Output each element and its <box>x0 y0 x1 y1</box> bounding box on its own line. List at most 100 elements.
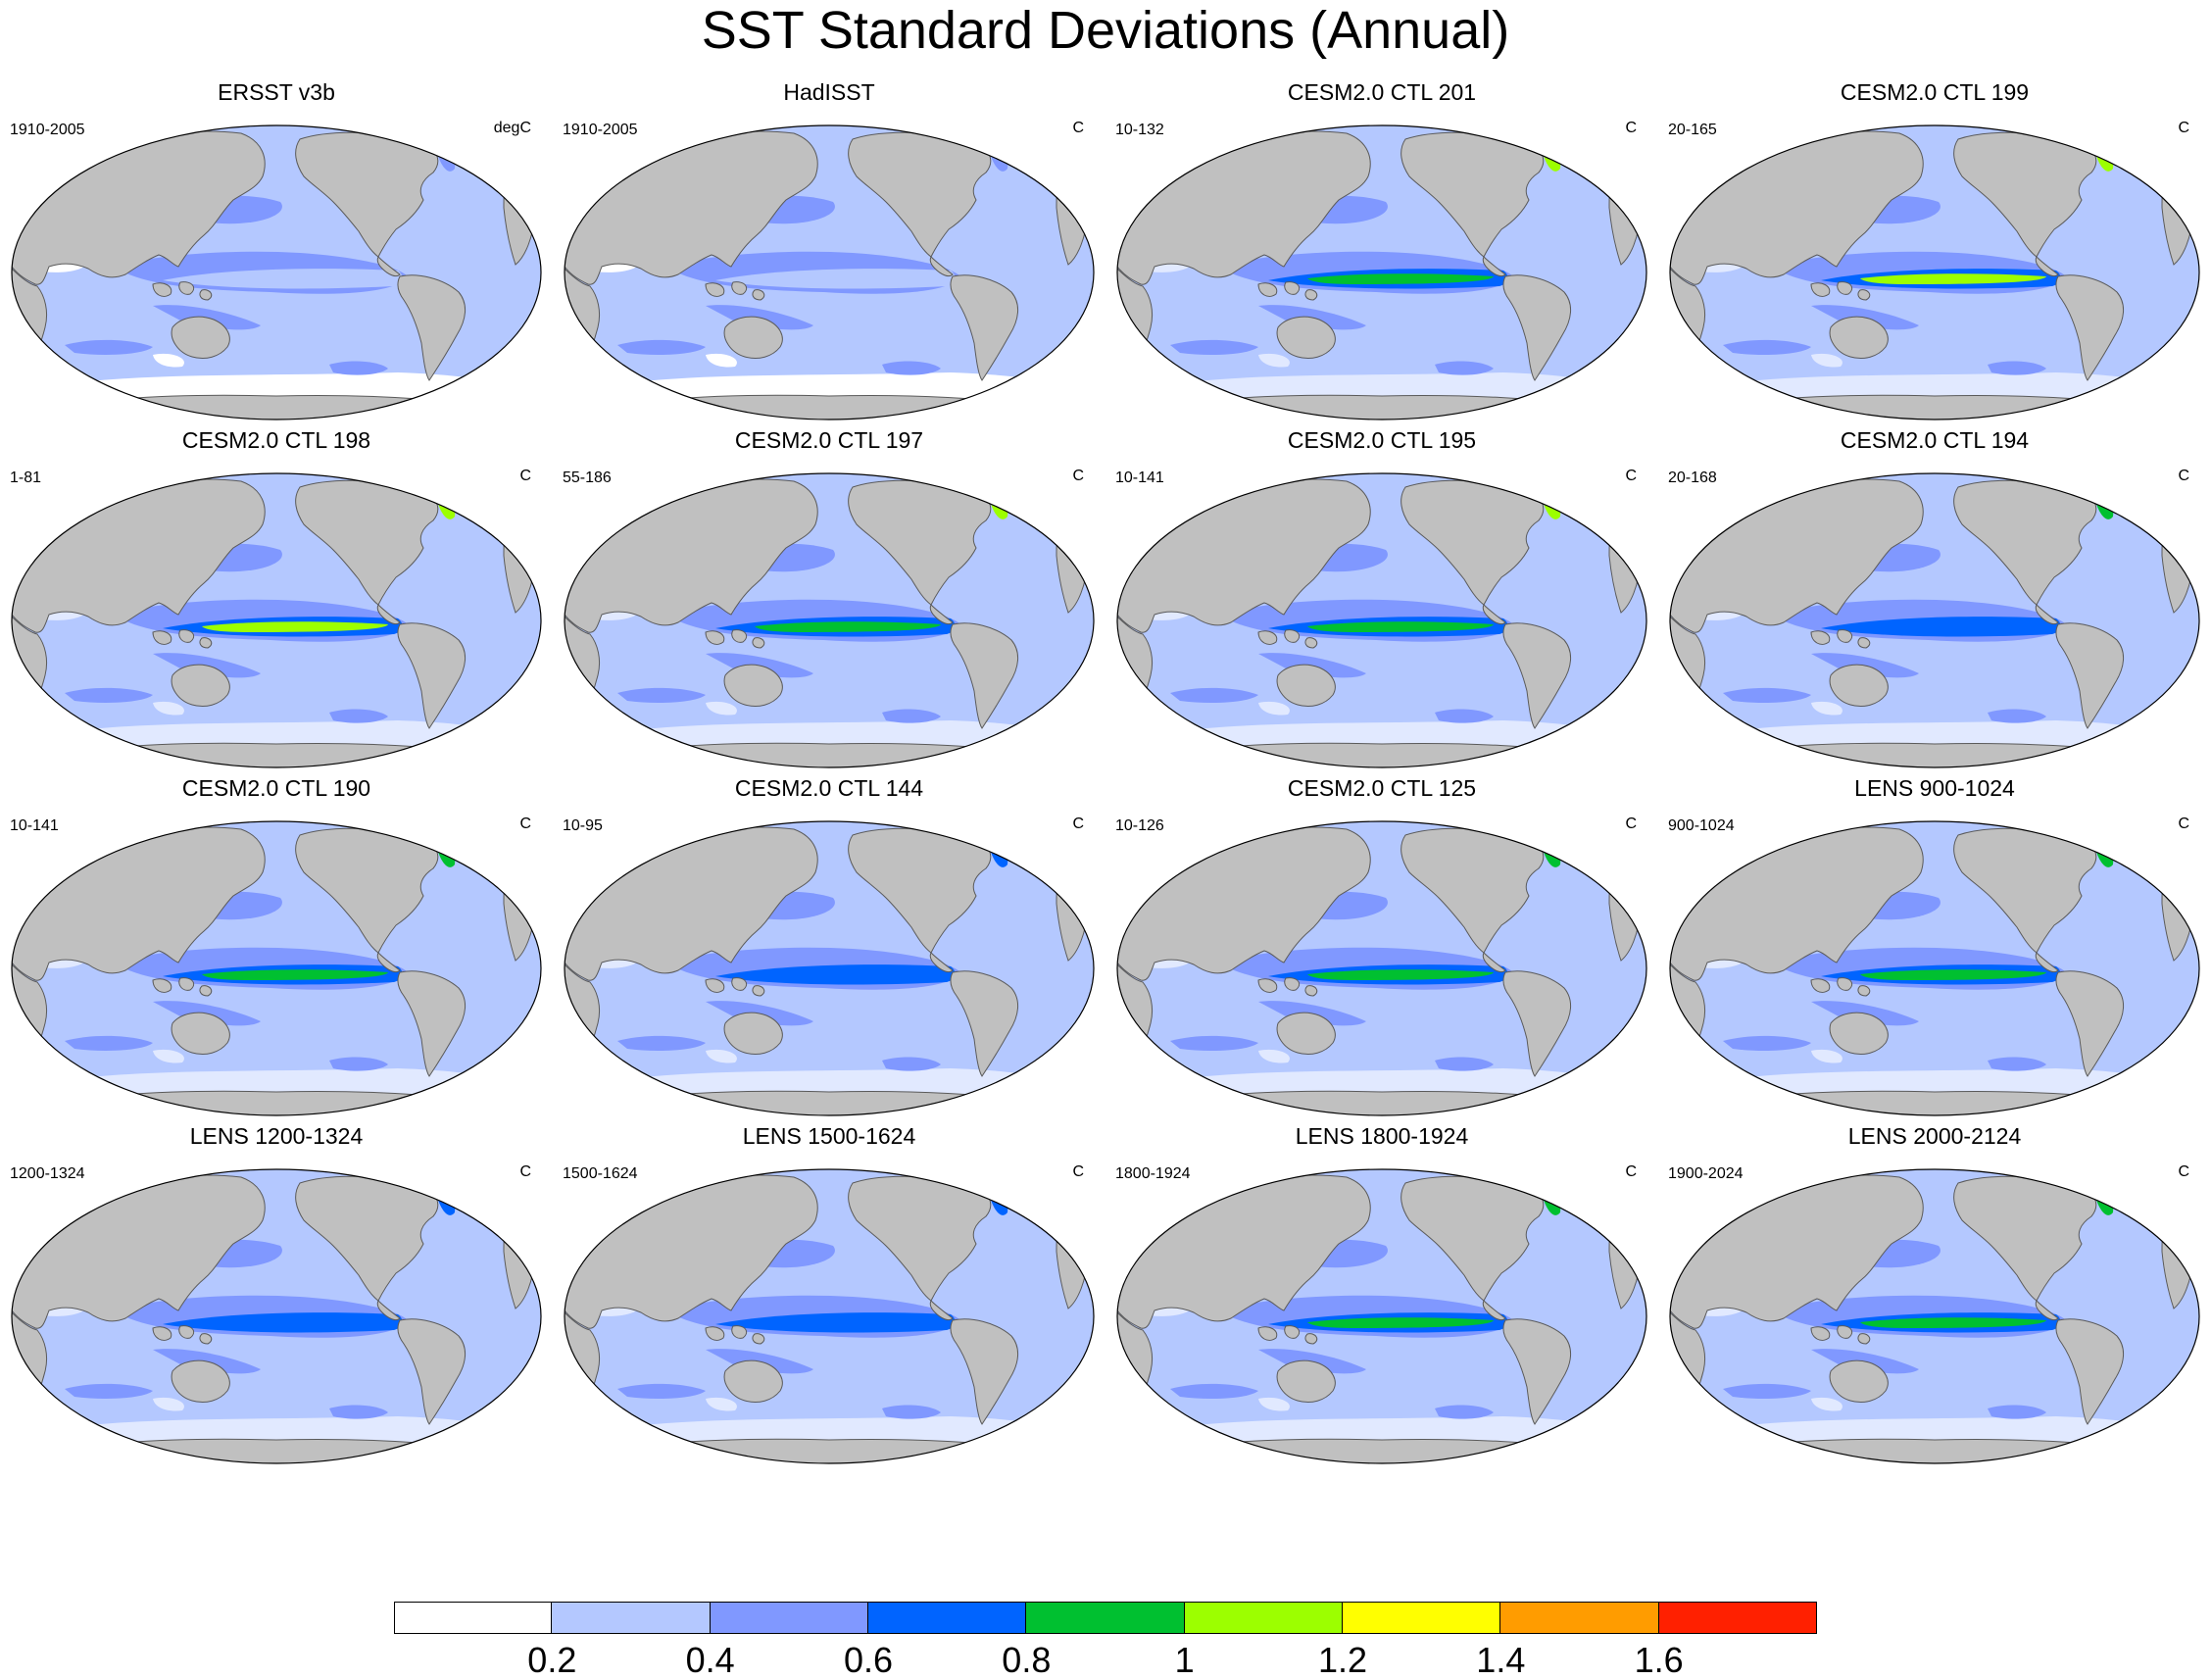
mid-variability-area <box>1988 709 2046 723</box>
panel-title: CESM2.0 CTL 194 <box>1840 427 2030 453</box>
map-outline <box>564 820 1095 1116</box>
panel-title: CESM2.0 CTL 199 <box>1840 79 2030 105</box>
panel-units-label: C <box>519 468 531 484</box>
greenland-land <box>1561 137 1608 172</box>
greenland-land <box>1561 1181 1608 1215</box>
map-outline <box>564 124 1095 420</box>
panel-grid: ERSST v3b 1910-2005 degC HadISST 1910-2005 C C… <box>0 78 2211 1588</box>
low-variability-area <box>1811 701 1842 716</box>
enso-core <box>202 969 388 980</box>
enso-region <box>715 964 956 985</box>
enso-core <box>1860 969 2046 980</box>
map-outline <box>1116 472 1647 768</box>
mid-variability-area <box>1435 709 1494 723</box>
panel-period-label: 1500-1624 <box>563 1165 638 1182</box>
central-america-land <box>1482 604 1506 625</box>
mid-variability-area <box>1723 339 1811 355</box>
low-variability-area <box>1811 1049 1842 1063</box>
panel-units-label: C <box>1072 120 1084 136</box>
world-map <box>564 820 1095 1116</box>
australia-land <box>1276 1359 1336 1404</box>
australia-land <box>171 316 230 360</box>
central-america-land <box>929 604 954 625</box>
low-variability-area <box>1258 701 1290 716</box>
map-outline <box>11 1168 542 1464</box>
maritime-islands-land <box>705 1325 765 1345</box>
map-panel: CESM2.0 CTL 190 10-141 C <box>0 774 553 1122</box>
maritime-islands-land <box>152 1325 213 1345</box>
low-variability-area <box>153 1397 184 1411</box>
map-outline <box>1116 1168 1647 1464</box>
world-map <box>1669 472 2200 768</box>
mid-variability-area <box>1170 1383 1258 1399</box>
maritime-islands-land <box>1810 977 1871 997</box>
low-variability-area <box>706 1049 737 1063</box>
mid-variability-area <box>65 339 153 355</box>
south-america-land <box>2055 274 2124 381</box>
panel-title: LENS 1800-1924 <box>1295 1123 1469 1149</box>
map-outline <box>564 1168 1095 1464</box>
panel-period-label: 1200-1324 <box>10 1165 85 1182</box>
panel-period-label: 1-81 <box>10 469 42 486</box>
central-america-land <box>2035 604 2059 625</box>
antarctica-land <box>1168 1090 1603 1115</box>
panel-title: CESM2.0 CTL 198 <box>181 427 371 453</box>
south-america-land <box>397 274 466 381</box>
south-america-land <box>1502 622 1571 729</box>
map-panel: ERSST v3b 1910-2005 degC <box>0 78 553 426</box>
greenland-land <box>2114 137 2161 172</box>
mid-variability-area <box>1988 1405 2046 1419</box>
mid-variability-area <box>1723 687 1811 703</box>
south-america-land <box>950 1318 1018 1425</box>
map-panel: CESM2.0 CTL 194 20-168 C <box>1658 426 2211 774</box>
colorbar-box <box>1658 1602 1817 1634</box>
map-outline <box>11 820 542 1116</box>
greenland-land <box>2114 1181 2161 1215</box>
panel-period-label: 10-95 <box>563 817 603 834</box>
maritime-islands-land <box>1810 281 1871 301</box>
panel-title: LENS 900-1024 <box>1854 775 2015 801</box>
australia-land <box>1276 664 1336 708</box>
world-map <box>1669 820 2200 1116</box>
central-america-land <box>929 1300 954 1321</box>
enso-core <box>1307 969 1494 980</box>
central-america-land <box>376 1300 401 1321</box>
greenland-land <box>456 485 503 519</box>
panel-units-label: C <box>1625 815 1637 832</box>
south-america-land <box>1502 274 1571 381</box>
south-america-land <box>1502 1318 1571 1425</box>
south-america-land <box>1502 970 1571 1077</box>
map-outline <box>11 124 542 420</box>
australia-land <box>723 664 783 708</box>
panel-period-label: 10-141 <box>10 817 59 834</box>
map-panel: CESM2.0 CTL 201 10-132 C <box>1106 78 1658 426</box>
antarctica-land <box>63 1090 498 1115</box>
central-america-land <box>1482 1300 1506 1321</box>
greenland-land <box>1008 485 1056 519</box>
australia-land <box>171 1012 230 1056</box>
australia-land <box>1829 316 1889 360</box>
colorbar-box <box>868 1602 1027 1634</box>
map-outline <box>1669 472 2200 768</box>
world-map <box>1116 820 1647 1116</box>
panel-title: CESM2.0 CTL 144 <box>734 775 924 801</box>
panel-units-label: C <box>1072 815 1084 832</box>
antarctica-land <box>1721 1090 2156 1115</box>
mid-variability-area <box>1170 339 1258 355</box>
world-map <box>11 472 542 768</box>
maritime-islands-land <box>1257 1325 1318 1345</box>
mid-variability-area <box>882 709 941 723</box>
panel-units-label: degC <box>493 120 531 136</box>
maritime-islands-land <box>1257 977 1318 997</box>
australia-land <box>723 316 783 360</box>
map-outline <box>1116 124 1647 420</box>
map-panel: CESM2.0 CTL 195 10-141 C <box>1106 426 1658 774</box>
panel-period-label: 1900-2024 <box>1668 1165 1744 1182</box>
central-america-land <box>376 952 401 973</box>
south-america-land <box>950 970 1018 1077</box>
colorbar-box <box>552 1602 711 1634</box>
mid-variability-area <box>329 1057 388 1071</box>
world-map <box>564 124 1095 420</box>
low-variability-area <box>1258 353 1290 368</box>
enso-core <box>1307 621 1494 632</box>
